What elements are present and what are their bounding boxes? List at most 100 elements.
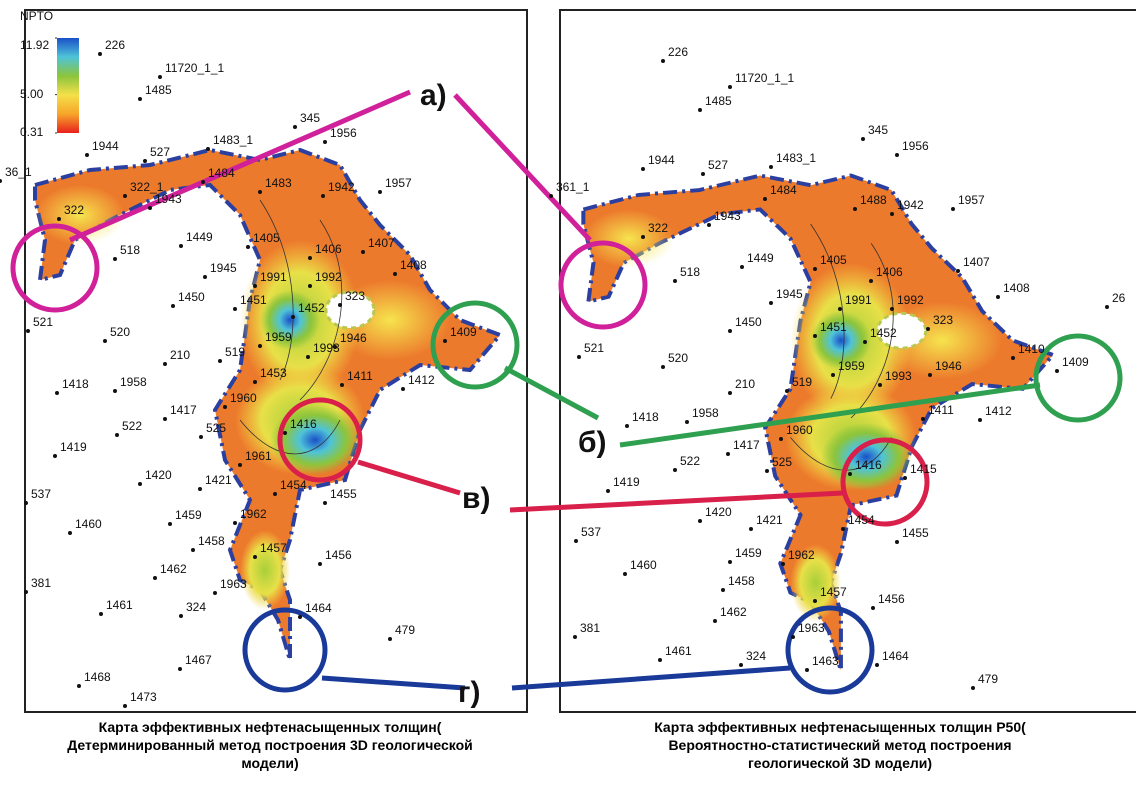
well-dot bbox=[769, 301, 773, 305]
well-label: 1459 bbox=[735, 546, 762, 560]
well-dot bbox=[201, 180, 205, 184]
well-dot bbox=[306, 355, 310, 359]
well-dot bbox=[393, 272, 397, 276]
well-dot bbox=[206, 147, 210, 151]
well-dot bbox=[258, 344, 262, 348]
well-label: 1408 bbox=[1003, 281, 1030, 295]
well-dot bbox=[641, 235, 645, 239]
well-label: 1991 bbox=[845, 293, 872, 307]
colorbar-tick-label: 0.31 bbox=[20, 125, 44, 139]
well-label: 1462 bbox=[160, 562, 187, 576]
well-label: 381 bbox=[31, 576, 51, 590]
well-label: 322 bbox=[64, 203, 84, 217]
well-dot bbox=[871, 606, 875, 610]
well-label: 381 bbox=[580, 621, 600, 635]
well-label: 324 bbox=[746, 649, 766, 663]
well-label: 1420 bbox=[705, 505, 732, 519]
well-label: 1409 bbox=[1062, 355, 1089, 369]
well-dot bbox=[233, 307, 237, 311]
well-dot bbox=[805, 668, 809, 672]
well-label: 1463 bbox=[812, 654, 839, 668]
well-dot bbox=[99, 612, 103, 616]
well-dot bbox=[875, 663, 879, 667]
well-label: 518 bbox=[680, 265, 700, 279]
well-label: 1960 bbox=[230, 391, 257, 405]
well-label: 1456 bbox=[878, 592, 905, 606]
well-dot bbox=[890, 212, 894, 216]
maps: NPTO 11.925.000.31а)б)в)г)22611720_1_114… bbox=[0, 0, 1136, 798]
well-label: 1449 bbox=[747, 251, 774, 265]
well-label: 1457 bbox=[820, 585, 847, 599]
well-dot bbox=[673, 279, 677, 283]
well-dot bbox=[443, 339, 447, 343]
well-dot bbox=[338, 303, 342, 307]
well-dot bbox=[273, 492, 277, 496]
well-label: 1460 bbox=[75, 517, 102, 531]
well-dot bbox=[813, 334, 817, 338]
well-label: 1421 bbox=[756, 513, 783, 527]
well-label: 1957 bbox=[385, 176, 412, 190]
well-dot bbox=[163, 362, 167, 366]
well-label: 1420 bbox=[145, 468, 172, 482]
well-dot bbox=[685, 420, 689, 424]
well-dot bbox=[878, 383, 882, 387]
well-dot bbox=[218, 359, 222, 363]
well-label: 521 bbox=[33, 315, 53, 329]
well-label: 1460 bbox=[630, 558, 657, 572]
well-dot bbox=[178, 667, 182, 671]
well-dot bbox=[728, 329, 732, 333]
well-dot bbox=[641, 167, 645, 171]
well-dot bbox=[291, 315, 295, 319]
well-dot bbox=[785, 389, 789, 393]
well-label: 323 bbox=[933, 313, 953, 327]
well-dot bbox=[77, 684, 81, 688]
annotation: г) bbox=[458, 676, 481, 709]
well-dot bbox=[323, 501, 327, 505]
well-dot bbox=[179, 244, 183, 248]
well-label: 1946 bbox=[340, 331, 367, 345]
well-label: 1959 bbox=[265, 330, 292, 344]
well-label: 1943 bbox=[155, 192, 182, 206]
well-label: 1418 bbox=[632, 410, 659, 424]
well-label: 522 bbox=[122, 419, 142, 433]
well-label: 1958 bbox=[692, 406, 719, 420]
well-label: 1456 bbox=[325, 548, 352, 562]
well-label: 1418 bbox=[62, 377, 89, 391]
well-label: 1412 bbox=[408, 373, 435, 387]
well-dot bbox=[549, 194, 553, 198]
well-label: 26 bbox=[1112, 291, 1126, 305]
well-dot bbox=[853, 207, 857, 211]
well-label: 1407 bbox=[368, 236, 395, 250]
well-label: 1417 bbox=[170, 403, 197, 417]
well-dot bbox=[24, 590, 28, 594]
well-label: 1963 bbox=[798, 621, 825, 635]
well-dot bbox=[577, 355, 581, 359]
well-label: 1455 bbox=[330, 487, 357, 501]
well-dot bbox=[869, 279, 873, 283]
well-dot bbox=[658, 658, 662, 662]
well-label: 537 bbox=[31, 487, 51, 501]
well-dot bbox=[713, 619, 717, 623]
well-label: 525 bbox=[206, 421, 226, 435]
well-label: 226 bbox=[105, 38, 125, 52]
well-label: 1484 bbox=[208, 166, 235, 180]
well-label: 521 bbox=[584, 341, 604, 355]
well-dot bbox=[85, 153, 89, 157]
well-dot bbox=[779, 437, 783, 441]
well-dot bbox=[203, 275, 207, 279]
well-dot bbox=[298, 615, 302, 619]
well-label: 1488 bbox=[860, 193, 887, 207]
well-label: 1451 bbox=[240, 293, 267, 307]
well-label: 1411 bbox=[928, 403, 954, 417]
well-label: 1406 bbox=[876, 265, 903, 279]
well-label: 1959 bbox=[838, 359, 865, 373]
well-label: 1961 bbox=[245, 449, 272, 463]
well-label: 520 bbox=[110, 325, 130, 339]
well-dot bbox=[863, 340, 867, 344]
well-dot bbox=[233, 521, 237, 525]
well-dot bbox=[921, 417, 925, 421]
well-label: 527 bbox=[708, 158, 728, 172]
well-label: 1452 bbox=[870, 326, 897, 340]
well-dot bbox=[903, 476, 907, 480]
well-label: 1960 bbox=[786, 423, 813, 437]
